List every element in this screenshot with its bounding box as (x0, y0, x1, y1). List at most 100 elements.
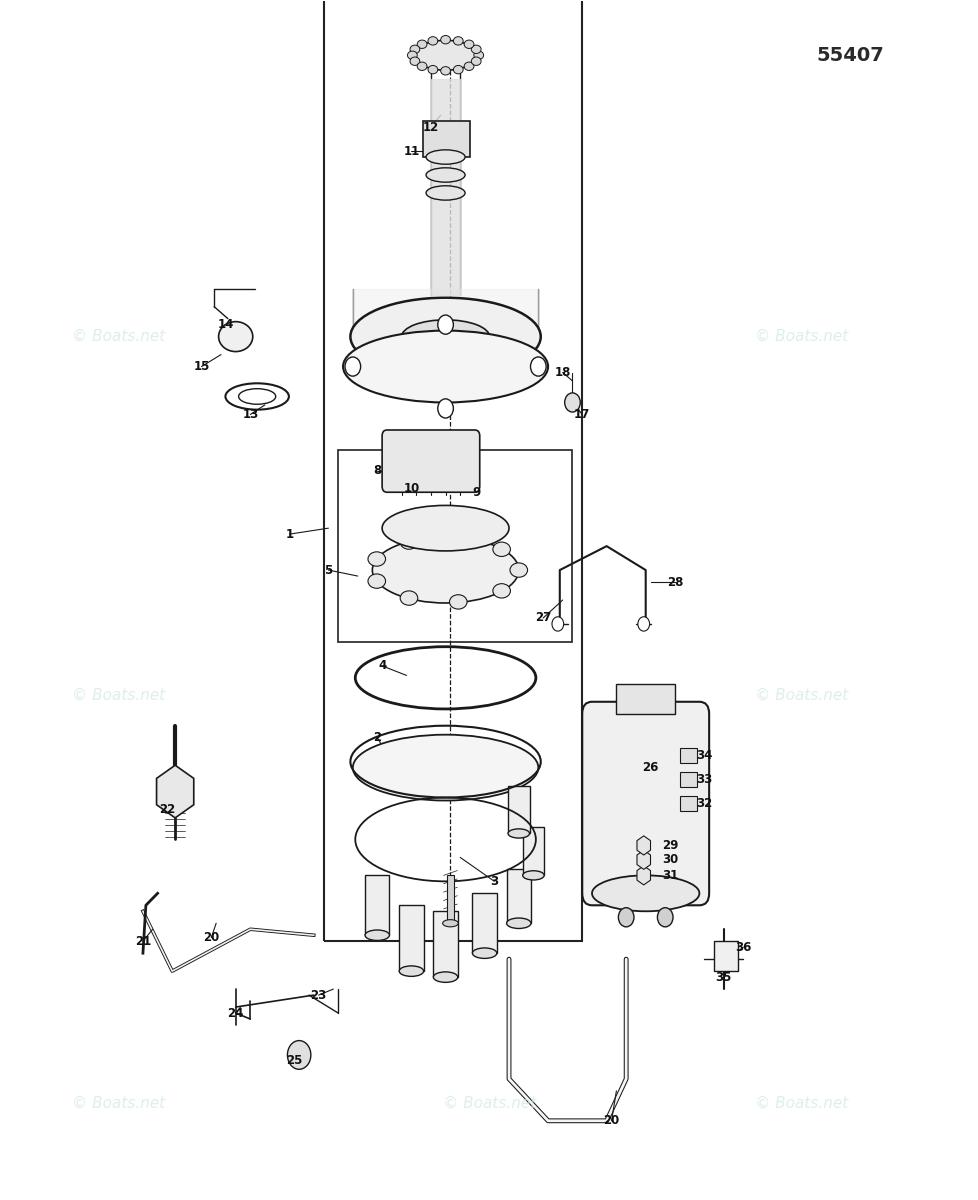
Ellipse shape (427, 37, 437, 46)
Text: 25: 25 (286, 1055, 302, 1068)
Bar (365, 875, 389, 935)
Ellipse shape (414, 41, 477, 71)
Text: 5: 5 (324, 564, 333, 576)
Ellipse shape (433, 972, 458, 983)
Bar (616, 684, 674, 714)
Ellipse shape (492, 542, 510, 557)
Text: 14: 14 (217, 318, 234, 331)
Ellipse shape (372, 538, 518, 602)
Ellipse shape (440, 67, 450, 76)
Text: 28: 28 (666, 576, 683, 588)
Bar (422, 121, 469, 157)
Text: © Boats.net: © Boats.net (754, 689, 848, 703)
Circle shape (288, 1040, 311, 1069)
Bar (472, 893, 496, 953)
Circle shape (564, 392, 580, 412)
Bar (679, 773, 696, 787)
Ellipse shape (522, 871, 544, 880)
Text: © Boats.net: © Boats.net (442, 329, 536, 344)
Text: 13: 13 (242, 408, 258, 421)
Text: 23: 23 (310, 989, 327, 1002)
Ellipse shape (400, 535, 418, 550)
Text: 30: 30 (661, 853, 678, 866)
Ellipse shape (425, 186, 465, 200)
Text: 29: 29 (661, 839, 678, 852)
Ellipse shape (410, 58, 420, 66)
Circle shape (552, 617, 563, 631)
Ellipse shape (417, 40, 426, 48)
Ellipse shape (427, 66, 437, 74)
Bar (522, 828, 544, 875)
Circle shape (437, 316, 453, 335)
Text: 32: 32 (695, 797, 712, 810)
Ellipse shape (470, 46, 480, 54)
Circle shape (618, 907, 634, 926)
Ellipse shape (401, 320, 489, 353)
Text: 1: 1 (285, 528, 293, 541)
Bar (713, 941, 737, 971)
Ellipse shape (510, 563, 527, 577)
Text: © Boats.net: © Boats.net (71, 1096, 165, 1110)
Ellipse shape (470, 58, 480, 66)
Ellipse shape (453, 66, 463, 74)
Ellipse shape (473, 52, 483, 60)
Ellipse shape (368, 574, 385, 588)
Text: 35: 35 (715, 971, 732, 984)
Circle shape (530, 356, 546, 376)
Text: 4: 4 (378, 659, 386, 672)
Ellipse shape (365, 930, 389, 941)
Ellipse shape (368, 552, 385, 566)
Ellipse shape (342, 331, 548, 402)
Text: 34: 34 (695, 749, 712, 762)
Ellipse shape (464, 40, 473, 48)
Text: 3: 3 (490, 875, 498, 888)
Ellipse shape (453, 37, 463, 46)
Text: © Boats.net: © Boats.net (754, 329, 848, 344)
Ellipse shape (381, 505, 509, 551)
Ellipse shape (449, 595, 467, 610)
Circle shape (344, 356, 360, 376)
Polygon shape (430, 79, 460, 295)
Text: 2: 2 (373, 731, 380, 744)
Ellipse shape (218, 322, 252, 352)
Text: 10: 10 (403, 482, 420, 496)
Ellipse shape (352, 734, 538, 800)
Bar (679, 749, 696, 763)
Text: 26: 26 (642, 761, 658, 774)
Text: 11: 11 (403, 144, 420, 157)
Text: 20: 20 (203, 931, 219, 944)
Bar (446, 875, 454, 923)
Ellipse shape (464, 62, 473, 71)
Ellipse shape (592, 875, 698, 911)
Text: 33: 33 (695, 773, 712, 786)
Ellipse shape (399, 966, 423, 977)
Ellipse shape (508, 829, 529, 838)
Ellipse shape (506, 918, 530, 929)
Text: 21: 21 (135, 935, 151, 948)
Text: 9: 9 (472, 486, 480, 499)
Text: 12: 12 (422, 120, 438, 133)
Ellipse shape (472, 948, 496, 959)
Circle shape (657, 907, 672, 926)
Text: © Boats.net: © Boats.net (754, 1096, 848, 1110)
Ellipse shape (449, 532, 467, 546)
Text: 17: 17 (573, 408, 590, 421)
Ellipse shape (492, 583, 510, 598)
Bar (506, 869, 530, 923)
Ellipse shape (440, 36, 450, 44)
Ellipse shape (350, 298, 540, 376)
Bar (433, 911, 458, 977)
Circle shape (638, 617, 649, 631)
Ellipse shape (410, 46, 420, 54)
Text: 36: 36 (734, 941, 751, 954)
Text: 15: 15 (193, 360, 209, 373)
Ellipse shape (400, 590, 418, 605)
Polygon shape (352, 289, 538, 337)
Circle shape (437, 398, 453, 418)
Text: © Boats.net: © Boats.net (71, 329, 165, 344)
Text: 8: 8 (373, 464, 381, 478)
Ellipse shape (417, 62, 426, 71)
Ellipse shape (407, 52, 417, 60)
Text: © Boats.net: © Boats.net (442, 1096, 536, 1110)
Text: 27: 27 (535, 612, 551, 624)
